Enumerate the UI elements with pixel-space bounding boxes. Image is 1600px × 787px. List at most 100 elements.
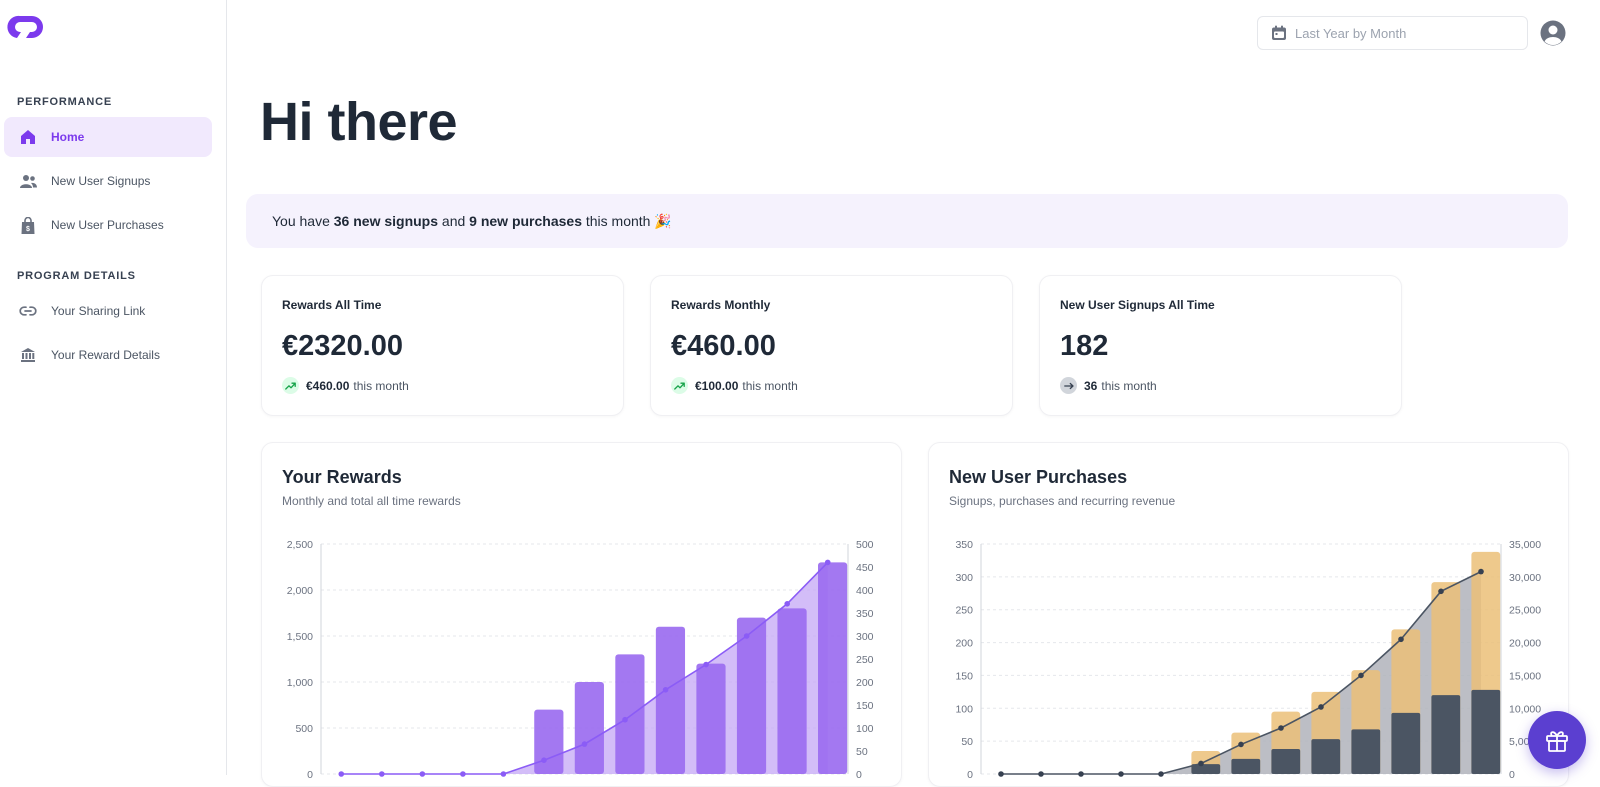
y2-tick-label: 350 (856, 608, 874, 620)
user-avatar-icon[interactable] (1540, 20, 1566, 46)
line-point (1118, 771, 1124, 777)
bar (1231, 758, 1261, 774)
banner-prefix: You have (272, 213, 330, 229)
users-icon (19, 172, 37, 190)
bar (818, 562, 848, 774)
bar (1311, 739, 1341, 774)
stat-delta-text: this month (742, 378, 798, 393)
svg-text:$: $ (26, 226, 30, 233)
calendar-icon (1271, 25, 1287, 41)
sidebar-item-your-reward-details[interactable]: Your Reward Details (4, 335, 212, 375)
y2-tick-label: 10,000 (1509, 703, 1541, 715)
line-point (1278, 725, 1284, 731)
y-tick-label: 1,500 (287, 631, 313, 643)
sidebar: PERFORMANCE Home New User Signups $ New … (0, 0, 227, 775)
line-point (1318, 704, 1324, 710)
y-tick-label: 200 (955, 638, 973, 650)
sidebar-item-home[interactable]: Home (4, 117, 212, 157)
purchases-chart: 05010015020025030035005,00010,00015,0002… (955, 539, 1541, 781)
line-point (1198, 760, 1204, 767)
y2-tick-label: 150 (856, 700, 874, 712)
bar (1351, 729, 1381, 774)
line-point (1038, 771, 1044, 777)
sidebar-item-new-user-signups[interactable]: New User Signups (4, 161, 212, 201)
stat-delta: €460.00 this month (282, 377, 409, 394)
stat-value: €460.00 (671, 330, 776, 362)
chart-title: New User Purchases (949, 467, 1128, 487)
stat-delta-text: this month (353, 378, 409, 393)
line-point (1078, 771, 1084, 777)
bar (777, 608, 807, 774)
brand-logo[interactable] (6, 12, 46, 42)
date-range-placeholder: Last Year by Month (1295, 25, 1407, 41)
banner-signups: 36 new signups (333, 213, 439, 229)
y-tick-label: 1,000 (287, 677, 313, 689)
y-tick-label: 350 (955, 539, 973, 551)
stat-label: New User Signups All Time (1060, 298, 1215, 312)
line-point (1238, 741, 1244, 748)
bar (1191, 764, 1221, 774)
line-point (460, 771, 466, 777)
banner-purchases: 9 new purchases (469, 213, 582, 229)
y-tick-label: 2,500 (287, 539, 313, 551)
y2-tick-label: 300 (856, 631, 874, 643)
y-tick-label: 500 (295, 723, 313, 735)
line-point (743, 633, 750, 639)
bar (696, 663, 726, 774)
page-title: Hi there (260, 92, 458, 152)
line-point (824, 559, 831, 566)
stat-delta: €100.00 this month (671, 377, 798, 394)
y2-tick-label: 25,000 (1509, 605, 1541, 617)
bank-icon (19, 346, 37, 364)
rewards-chart: 0 500 1,000 1,500 2,000 2,500 0 50 100 150 200 250 3… (287, 539, 874, 781)
banner-middle: and (441, 213, 466, 229)
sidebar-item-your-sharing-link[interactable]: Your Sharing Link (4, 291, 212, 331)
stat-delta: 36 this month (1060, 377, 1157, 394)
y-tick-label: 300 (955, 572, 973, 584)
gift-icon (1546, 731, 1568, 752)
line-point (662, 687, 669, 693)
chart-subtitle: Signups, purchases and recurring revenue (949, 494, 1176, 508)
trend-up-icon (282, 377, 299, 394)
line-point (419, 771, 426, 777)
y2-tick-label: 30,000 (1509, 572, 1541, 584)
line-point (1478, 568, 1484, 575)
bar (1431, 695, 1461, 774)
nav-section-performance: PERFORMANCE (17, 96, 112, 108)
date-range-filter[interactable]: Last Year by Month (1257, 16, 1528, 50)
trend-flat-icon (1060, 377, 1077, 394)
bar (574, 682, 604, 774)
sidebar-item-label: Your Sharing Link (51, 304, 146, 318)
y2-tick-label: 400 (856, 585, 874, 597)
sidebar-item-label: New User Signups (51, 174, 151, 188)
sidebar-item-label: Your Reward Details (51, 348, 160, 362)
summary-banner: You have 36 new signups and 9 new purcha… (246, 194, 1568, 248)
line-point (703, 661, 709, 668)
rewards-gift-button[interactable] (1528, 711, 1586, 769)
stat-delta-value: €100.00 (695, 378, 739, 393)
y2-tick-label: 0 (856, 769, 862, 781)
line-point (784, 601, 790, 607)
stat-label: Rewards Monthly (671, 298, 771, 312)
y2-tick-label: 500 (856, 539, 874, 551)
y2-tick-label: 100 (856, 723, 874, 735)
chart-title: Your Rewards (282, 467, 402, 487)
line-point (1438, 588, 1444, 595)
line-point (1398, 636, 1404, 643)
chart-card-your-rewards: Your Rewards Monthly and total all time … (261, 442, 902, 787)
y2-tick-label: 50 (856, 746, 868, 758)
stat-delta-value: €460.00 (306, 378, 350, 393)
line-point (581, 741, 588, 747)
y-tick-label: 2,000 (287, 585, 313, 597)
y2-tick-label: 250 (856, 654, 874, 666)
stat-delta-text: this month (1101, 378, 1157, 393)
y2-tick-label: 200 (856, 677, 874, 689)
chart-subtitle: Monthly and total all time rewards (282, 494, 461, 508)
bar (1471, 689, 1501, 774)
y2-tick-label: 0 (1509, 769, 1515, 781)
bar (655, 626, 686, 774)
stat-value: 182 (1060, 330, 1109, 362)
stat-card-rewards-all-time: Rewards All Time €2320.00 €460.00 this m… (261, 275, 624, 416)
home-icon (19, 128, 37, 146)
sidebar-item-new-user-purchases[interactable]: $ New User Purchases (4, 205, 212, 245)
